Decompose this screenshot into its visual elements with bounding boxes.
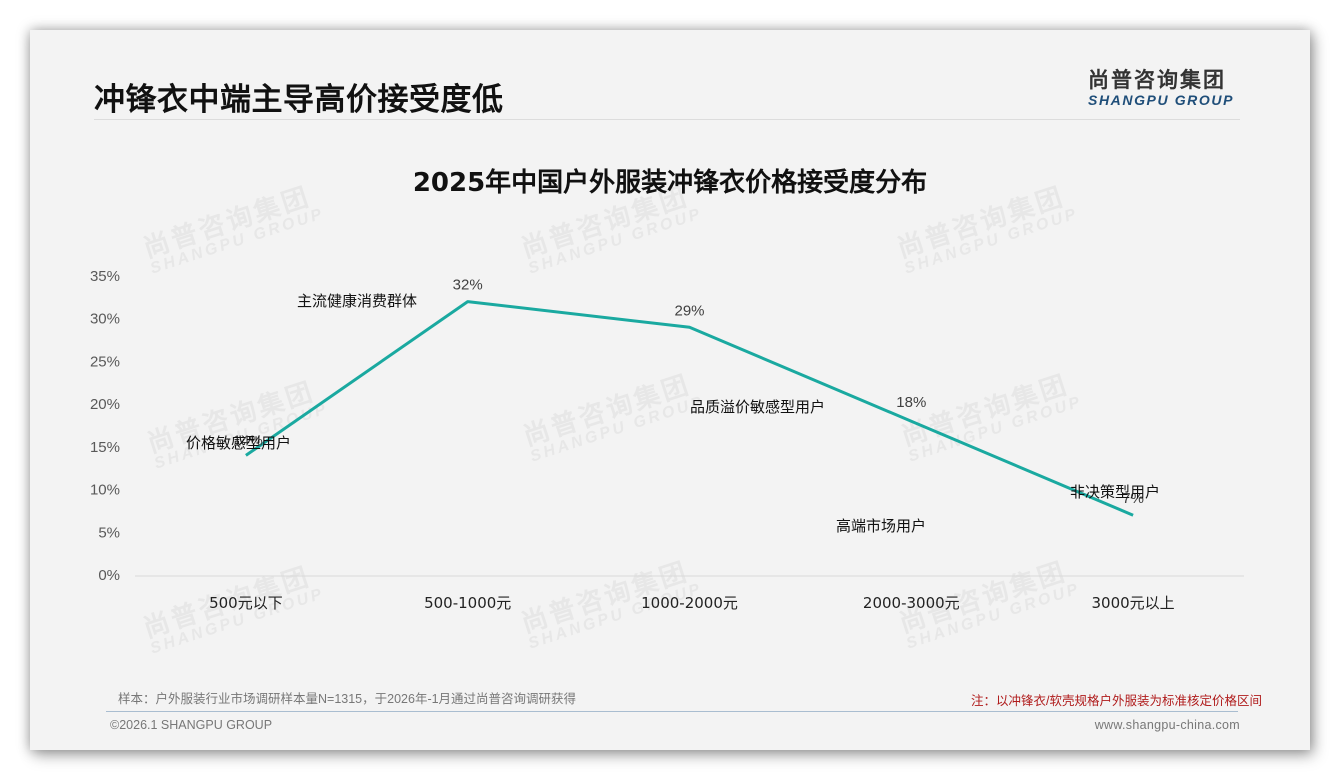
sample-note: 样本：户外服装行业市场调研样本量N=1315，于2026年-1月通过尚普咨询调研… [118,692,577,706]
segment-annotation: 主流健康消费群体 [297,292,417,310]
data-value-label: 18% [896,394,926,411]
y-tick-label: 5% [98,524,120,541]
y-tick-label: 35% [90,268,120,285]
x-category-label: 2000-3000元 [863,594,960,612]
x-category-label: 1000-2000元 [641,594,738,612]
x-category-label: 3000元以上 [1092,594,1175,612]
y-tick-label: 10% [90,482,120,499]
line-chart: 0% 5% 10% 15% 20% 25% 30% 35% 500元以下 500-1000元 100… [90,268,1244,612]
slide: 冲锋衣中端主导高价接受度低 尚普咨询集团 SHANGPU GROUP 尚普咨询集… [30,30,1310,750]
page-title: 冲锋衣中端主导高价接受度低 [94,82,504,118]
x-category-label: 500元以下 [209,594,283,612]
logo-cn-text: 尚普咨询集团 [1088,68,1226,92]
data-line [245,300,1134,517]
y-tick-label: 15% [90,439,120,456]
x-category-label: 500-1000元 [424,594,511,612]
y-tick-label: 0% [98,567,120,584]
logo-en-text: SHANGPU GROUP [1088,92,1235,108]
copyright: ©2026.1 SHANGPU GROUP [110,718,273,732]
title-divider [94,119,1240,120]
y-tick-label: 30% [90,311,120,328]
y-tick-label: 25% [90,353,120,370]
data-value-label: 29% [674,302,704,319]
segment-annotation: 价格敏感型用户 [186,434,291,452]
company-logo: 尚普咨询集团 SHANGPU GROUP [1088,64,1248,108]
segment-annotation: 高端市场用户 [836,517,926,535]
chart-title: 2025年中国户外服装冲锋衣价格接受度分布 [412,168,928,198]
segment-annotation: 非决策型用户 [1070,483,1160,501]
data-value-label: 14% [233,432,263,449]
website-link[interactable]: www.shangpu-china.com [1094,718,1240,732]
price-range-note: 注：以冲锋衣/软壳规格户外服装为标准核定价格区间 [971,694,1262,708]
data-value-label: 7% [1122,490,1144,507]
footer-divider [106,711,1238,712]
y-tick-label: 20% [90,396,120,413]
data-value-label: 32% [453,277,483,294]
segment-annotation: 品质溢价敏感型用户 [690,398,825,416]
